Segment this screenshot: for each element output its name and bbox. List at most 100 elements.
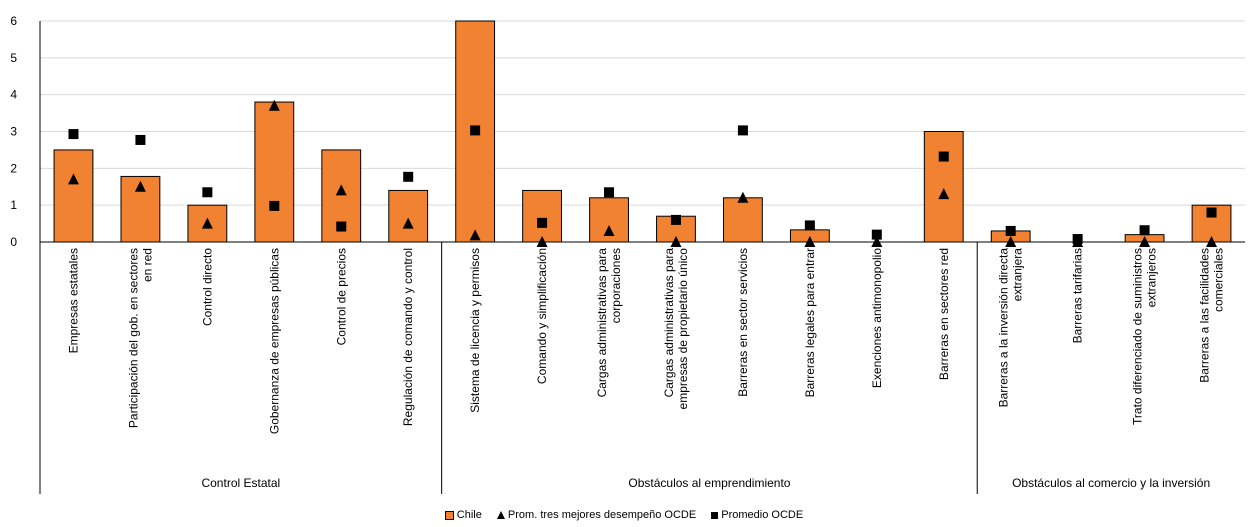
category-label-3: Gobernanza de empresas públicas [267,248,281,434]
marker-square-6 [470,125,481,136]
category-label-15: Barreras tarifarias [1071,248,1085,343]
marker-triangle-4 [335,184,347,196]
category-label-line-17-0: Barreras a las facilidades [1198,248,1212,383]
category-label-line-14-0: Barreras a la inversión directa [997,248,1011,408]
legend-label-top3: Prom. tres mejores desempeño OCDE [507,509,697,522]
marker-square-4 [336,221,347,232]
category-label-12: Exenciones antimonopolio [870,248,884,388]
category-label-line-7-0: Comando y simplificación [535,248,549,384]
category-label-line-14-1: extranjera [1011,248,1025,302]
marker-square-14 [1005,225,1016,236]
bar-chart: 0 1 2 3 4 5 6 Empresas estatales Participación … [10,14,1245,494]
marker-square-2 [202,187,213,198]
bar-chile-13 [923,131,964,243]
category-label-14: Barreras a la inversión directa extranjer… [997,248,1025,408]
category-label-line-4-0: Control de precios [334,248,348,345]
y-tick-label-6: 6 [10,14,17,28]
marker-triangle-14 [1005,236,1017,247]
category-label-line-12-0: Exenciones antimonopolio [870,248,884,388]
marker-triangle-13 [938,188,950,200]
bar-chile-7 [522,189,562,243]
category-label-line-11-0: Barreras legales para entrar [803,248,817,397]
marker-square-0 [68,129,79,140]
category-label-line-1-1: en red [140,248,154,282]
y-tick-label-5: 5 [10,51,17,65]
category-label-0: Empresas estatales [66,248,80,353]
category-label-line-15-0: Barreras tarifarias [1071,248,1085,343]
marker-triangle-12 [871,236,883,247]
bar-chile-0 [53,149,94,243]
marker-square-11 [804,220,815,231]
category-label-line-16-1: extranjeros [1145,248,1159,307]
marker-triangle-9 [670,236,682,247]
category-label-line-9-0: Cargas administrativas para [662,248,676,398]
marker-square-1 [135,134,146,145]
group-labels: Control Estatal Obstáculos al emprendimie… [201,476,1210,490]
y-tick-label-2: 2 [10,161,17,175]
category-label-line-2-0: Control directo [200,248,214,326]
legend-label-oecd: Promedio OCDE [721,509,804,522]
legend-swatch-triangle [496,511,505,520]
category-label-11: Barreras legales para entrar [803,248,817,397]
category-label-line-8-1: corporaciones [609,248,623,323]
category-label-line-17-1: comerciales [1212,248,1226,312]
marker-triangle-10 [737,191,749,203]
legend: Chile Prom. tres mejores desempeño OCDE … [0,509,1248,521]
category-label-line-6-0: Sistema de licencia y permisos [468,248,482,413]
marker-triangle-2 [201,217,213,229]
y-tick-label-4: 4 [10,88,17,102]
category-label-line-8-0: Cargas administrativas para [595,248,609,398]
marker-square-7 [537,217,548,228]
marker-square-5 [403,171,414,182]
marker-triangle-7 [536,236,548,247]
category-label-2: Control directo [200,248,214,326]
marker-square-13 [938,151,949,162]
marker-triangle-1 [134,180,146,192]
gridlines [40,20,1245,206]
marker-triangle-3 [268,99,280,111]
marker-square-10 [737,125,748,136]
category-label-line-9-1: empresas de propietario único [676,248,690,410]
category-label-13: Barreras en sectores red [937,248,951,380]
y-tick-labels: 0 1 2 3 4 5 6 [10,14,17,249]
category-label-line-16-0: Trato diferenciado de suministros [1131,248,1145,425]
bar-chile-10 [723,197,763,243]
legend-item-oecd: Promedio OCDE [711,509,803,521]
category-label-8: Cargas administrativas para corporaciones [595,248,623,398]
axes [39,21,1245,494]
marker-triangle-5 [402,217,414,229]
bar-chile-3 [254,101,295,243]
y-tick-label-0: 0 [10,235,17,249]
marker-square-12 [871,229,882,240]
legend-label-chile: Chile [456,509,482,522]
marker-square-3 [269,200,280,211]
category-label-4: Control de precios [334,248,348,345]
marker-triangle-17 [1206,236,1218,247]
category-label-7: Comando y simplificación [535,248,549,384]
category-label-1: Participación del gob. en sectores en red [126,248,154,428]
category-label-line-1-0: Participación del gob. en sectores [126,248,140,428]
category-label-line-3-0: Gobernanza de empresas públicas [267,248,281,434]
marker-triangle-6 [469,229,481,241]
category-label-10: Barreras en sector servicios [736,248,750,397]
category-label-line-13-0: Barreras en sectores red [937,248,951,380]
y-tick-label-3: 3 [10,125,17,139]
legend-swatch-square [711,511,719,519]
category-label-line-0-0: Empresas estatales [66,248,80,353]
marker-triangle-0 [67,173,79,185]
marker-triangle-8 [603,224,615,236]
marker-square-16 [1139,225,1150,236]
marker-square-15 [1072,234,1083,245]
marker-square-17 [1206,207,1217,218]
category-label-16: Trato diferenciado de suministros extranj… [1131,248,1159,425]
group-label-0: Control Estatal [201,476,280,490]
y-tick-label-1: 1 [10,198,17,212]
group-label-1: Obstáculos al emprendimiento [628,476,790,490]
category-labels: Empresas estatales Participación del gob.… [66,248,1225,434]
category-label-5: Regulación de comando y control [401,248,415,426]
marker-triangle-11 [804,236,816,247]
legend-item-chile: Chile [444,509,482,522]
category-label-line-5-0: Regulación de comando y control [401,248,415,426]
category-label-17: Barreras a las facilidades comerciales [1198,248,1226,383]
group-label-2: Obstáculos al comercio y la inversión [1012,476,1210,490]
